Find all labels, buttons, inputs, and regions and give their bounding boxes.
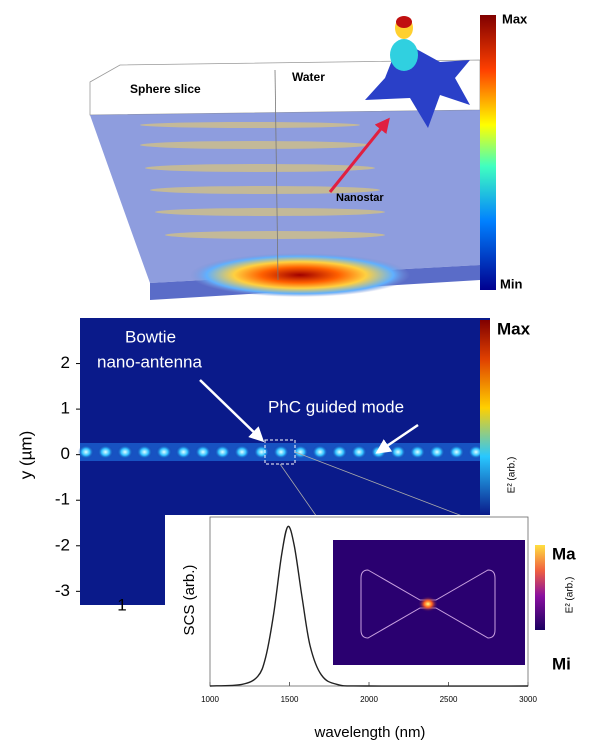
- bowtie-hotspot: [418, 596, 438, 612]
- colorbar-max: Ma: [552, 544, 576, 563]
- x-axis-label: wavelength (nm): [314, 724, 426, 741]
- colorbar-label: E² (arb.): [507, 457, 518, 494]
- colorbar: [480, 15, 496, 290]
- x-tick-label: 1000: [201, 695, 219, 704]
- y-tick-label: 0: [61, 444, 70, 463]
- spot: [273, 445, 289, 459]
- mode-spots: [78, 445, 484, 459]
- y-axis-label: y (µm): [16, 431, 35, 480]
- label: Water: [292, 70, 325, 84]
- spot: [156, 445, 172, 459]
- x-tick-label: 2000: [360, 695, 378, 704]
- y-tick-label: 2: [61, 353, 70, 372]
- spot: [176, 445, 192, 459]
- y-tick-label: -3: [55, 581, 70, 600]
- spot: [332, 445, 348, 459]
- spot: [234, 445, 250, 459]
- colorbar-max: Max: [497, 319, 531, 338]
- spot: [390, 445, 406, 459]
- label: Nanostar: [336, 192, 384, 204]
- label: Sphere slice: [130, 82, 201, 96]
- spot: [78, 445, 94, 459]
- spot: [137, 445, 153, 459]
- annotation: Bowtie: [125, 327, 176, 346]
- spot: [410, 445, 426, 459]
- hotspot: [190, 253, 410, 297]
- y-axis-label: SCS (arb.): [181, 565, 198, 636]
- y-tick-label: -1: [55, 490, 70, 509]
- y-tick-label: 1: [61, 399, 70, 418]
- top-panel: [90, 15, 496, 300]
- colorbar-max: Max: [502, 11, 528, 26]
- spot: [195, 445, 211, 459]
- colorbar-label: E² (arb.): [565, 577, 576, 614]
- spot: [98, 445, 114, 459]
- spot: [312, 445, 328, 459]
- spot: [254, 445, 270, 459]
- x-tick-label: 3000: [519, 695, 537, 704]
- x-tick-label: 1: [117, 595, 126, 614]
- colorbar: [535, 545, 545, 630]
- annotation: nano-antenna: [97, 352, 202, 371]
- spot: [117, 445, 133, 459]
- annotation: PhC guided mode: [268, 397, 404, 416]
- colorbar: [480, 320, 490, 515]
- x-tick-label: 1500: [281, 695, 299, 704]
- spot: [429, 445, 445, 459]
- x-tick-label: 2500: [440, 695, 458, 704]
- colorbar-min: Min: [500, 276, 522, 291]
- y-tick-label: -2: [55, 535, 70, 554]
- spot: [215, 445, 231, 459]
- spot: [351, 445, 367, 459]
- figure: Sphere slice Water Nanostar Max Min Bowt…: [0, 0, 589, 745]
- colorbar-min: Mi: [552, 654, 571, 673]
- spot: [449, 445, 465, 459]
